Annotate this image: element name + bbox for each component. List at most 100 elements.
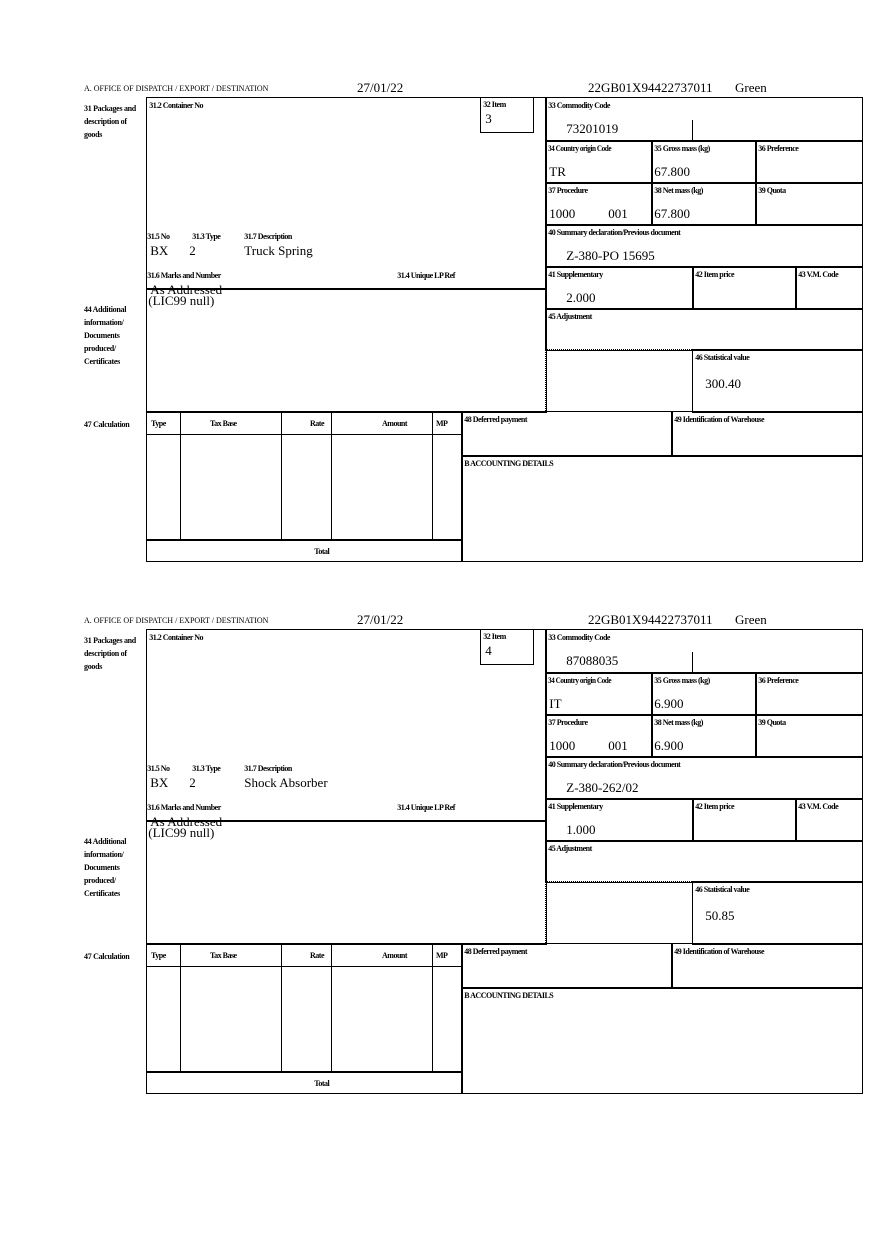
- packages-box: 31.2 Container No 31.5 No 31.3 Type 31.7 De…: [146, 629, 547, 829]
- header-reference: 22GB01X94422737011: [588, 612, 713, 627]
- item-price-box-label: 42 Item price: [695, 270, 735, 280]
- item-price-box: 42 Item price: [692, 266, 797, 310]
- quota-box: 39 Quota: [755, 714, 863, 758]
- calc-type-header: Type: [151, 951, 166, 960]
- supplementary-value: 1.000: [566, 822, 596, 838]
- calc-column-divider: [331, 944, 332, 1072]
- office-header: A. OFFICE OF DISPATCH / EXPORT / DESTINA…: [84, 616, 269, 625]
- header-date: 27/01/22: [357, 612, 404, 627]
- procedure-box: 37 Procedure 1000 001: [545, 182, 653, 226]
- calc-column-divider: [331, 412, 332, 540]
- vm-code-box: 43 V.M. Code: [795, 266, 863, 310]
- deferred-payment-box-label: 48 Deferred payment: [464, 415, 528, 425]
- gross-mass-box: 35 Gross mass (kg) 6.900: [651, 672, 757, 716]
- statistical-value-box: 46 Statistical value 300.40: [692, 349, 863, 413]
- statistical-value-box-label: 46 Statistical value: [695, 353, 750, 363]
- item-price-box-label: 42 Item price: [695, 802, 735, 812]
- quota-box: 39 Quota: [755, 182, 863, 226]
- calc-column-divider: [281, 412, 282, 540]
- warehouse-box: 49 Identification of Warehouse: [671, 411, 863, 457]
- accounting-details-box-label: B ACCOUNTING DETAILS: [464, 991, 554, 1001]
- quota-box-label: 39 Quota: [758, 186, 786, 196]
- procedure-extra-value: 001: [608, 738, 628, 754]
- declaration-item-form: A. OFFICE OF DISPATCH / EXPORT / DESTINA…: [0, 612, 882, 1105]
- deferred-payment-box: 48 Deferred payment: [461, 943, 673, 989]
- preference-box-label: 36 Preference: [758, 676, 799, 686]
- supplementary-box: 41 Supplementary 1.000: [545, 798, 694, 842]
- item-box: 32 Item 3: [480, 97, 534, 133]
- commodity-box: 33 Commodity Code 73201019: [545, 97, 863, 142]
- calc-tax-base-header: Tax Base: [210, 951, 237, 960]
- packages-side-label: 31 Packages and description of goods: [84, 636, 136, 671]
- calc-rate-header: Rate: [310, 419, 325, 428]
- calc-header-divider: [147, 434, 462, 435]
- unique-ref-label: 31.4 Unique LP Ref: [397, 803, 455, 813]
- marks-label: 31.6 Marks and Number: [147, 271, 221, 281]
- procedure-box: 37 Procedure 1000 001: [545, 714, 653, 758]
- calc-column-divider: [281, 944, 282, 1072]
- gross-mass-value: 6.900: [654, 696, 684, 712]
- origin-box: 34 Country origin Code IT: [545, 672, 653, 716]
- package-count-value: 2: [189, 243, 196, 259]
- origin-value: TR: [549, 164, 566, 180]
- commodity-box: 33 Commodity Code 87088035: [545, 629, 863, 674]
- warehouse-box-label: 49 Identification of Warehouse: [674, 947, 765, 957]
- calculation-side-label: 47 Calculation: [84, 952, 130, 961]
- commodity-divider: [692, 652, 693, 673]
- supplementary-box: 41 Supplementary 2.000: [545, 266, 694, 310]
- commodity-box-label: 33 Commodity Code: [548, 101, 610, 111]
- commodity-code-value: 73201019: [566, 121, 619, 137]
- additional-info-value: (LIC99 null): [148, 825, 215, 841]
- statistical-value-box-label: 46 Statistical value: [695, 885, 750, 895]
- calc-amount-header: Amount: [382, 419, 408, 428]
- marks-value: As Addressed: [150, 282, 223, 298]
- description-label: 31.7 Description: [244, 232, 292, 242]
- net-mass-value: 67.800: [654, 206, 690, 222]
- additional-info-value: (LIC99 null): [148, 293, 215, 309]
- accounting-details-box: B ACCOUNTING DETAILS: [461, 455, 863, 562]
- additional-info-box: (LIC99 null): [146, 288, 547, 413]
- packages-box-label: 31.2 Container No: [149, 101, 204, 111]
- description-label: 31.7 Description: [244, 764, 292, 774]
- deferred-payment-box-label: 48 Deferred payment: [464, 947, 528, 957]
- item-box-label: 32 Item: [483, 100, 506, 110]
- warehouse-box-label: 49 Identification of Warehouse: [674, 415, 765, 425]
- origin-box: 34 Country origin Code TR: [545, 140, 653, 184]
- calc-type-header: Type: [151, 419, 166, 428]
- procedure-value: 1000: [549, 206, 576, 222]
- package-kind-value: BX: [150, 775, 169, 791]
- office-header: A. OFFICE OF DISPATCH / EXPORT / DESTINA…: [84, 84, 269, 93]
- supplementary-value: 2.000: [566, 290, 596, 306]
- net-mass-box-label: 38 Net mass (kg): [654, 186, 703, 196]
- commodity-divider: [692, 120, 693, 141]
- total-row: Total: [146, 1071, 463, 1094]
- summary-declaration-box-label: 40 Summary declaration/Previous document: [548, 760, 681, 770]
- header-route: Green: [735, 612, 767, 627]
- description-value: Truck Spring: [244, 243, 313, 259]
- type-label: 31.3 Type: [192, 764, 221, 774]
- total-label: Total: [314, 547, 330, 557]
- origin-box-label: 34 Country origin Code: [548, 676, 612, 686]
- procedure-box-label: 37 Procedure: [548, 718, 588, 728]
- commodity-code-value: 87088035: [566, 653, 619, 669]
- adjustment-box-label: 45 Adjustment: [548, 844, 592, 854]
- item-box-label: 32 Item: [483, 632, 506, 642]
- adjustment-box: 45 Adjustment: [545, 840, 863, 883]
- accounting-details-box-label: B ACCOUNTING DETAILS: [464, 459, 554, 469]
- preference-box-label: 36 Preference: [758, 144, 799, 154]
- package-kind-value: BX: [150, 243, 169, 259]
- total-label: Total: [314, 1079, 330, 1089]
- procedure-extra-value: 001: [608, 206, 628, 222]
- no-label: 31.5 No: [147, 764, 170, 774]
- preference-box: 36 Preference: [755, 140, 863, 184]
- blank-dotted-box: [545, 881, 694, 945]
- marks-label: 31.6 Marks and Number: [147, 803, 221, 813]
- item-box: 32 Item 4: [480, 629, 534, 665]
- summary-declaration-box: 40 Summary declaration/Previous document…: [545, 756, 863, 800]
- item-number-value: 4: [485, 643, 492, 659]
- package-count-value: 2: [189, 775, 196, 791]
- supplementary-box-label: 41 Supplementary: [548, 802, 603, 812]
- commodity-box-label: 33 Commodity Code: [548, 633, 610, 643]
- declaration-item-form: A. OFFICE OF DISPATCH / EXPORT / DESTINA…: [0, 80, 882, 573]
- adjustment-box-label: 45 Adjustment: [548, 312, 592, 322]
